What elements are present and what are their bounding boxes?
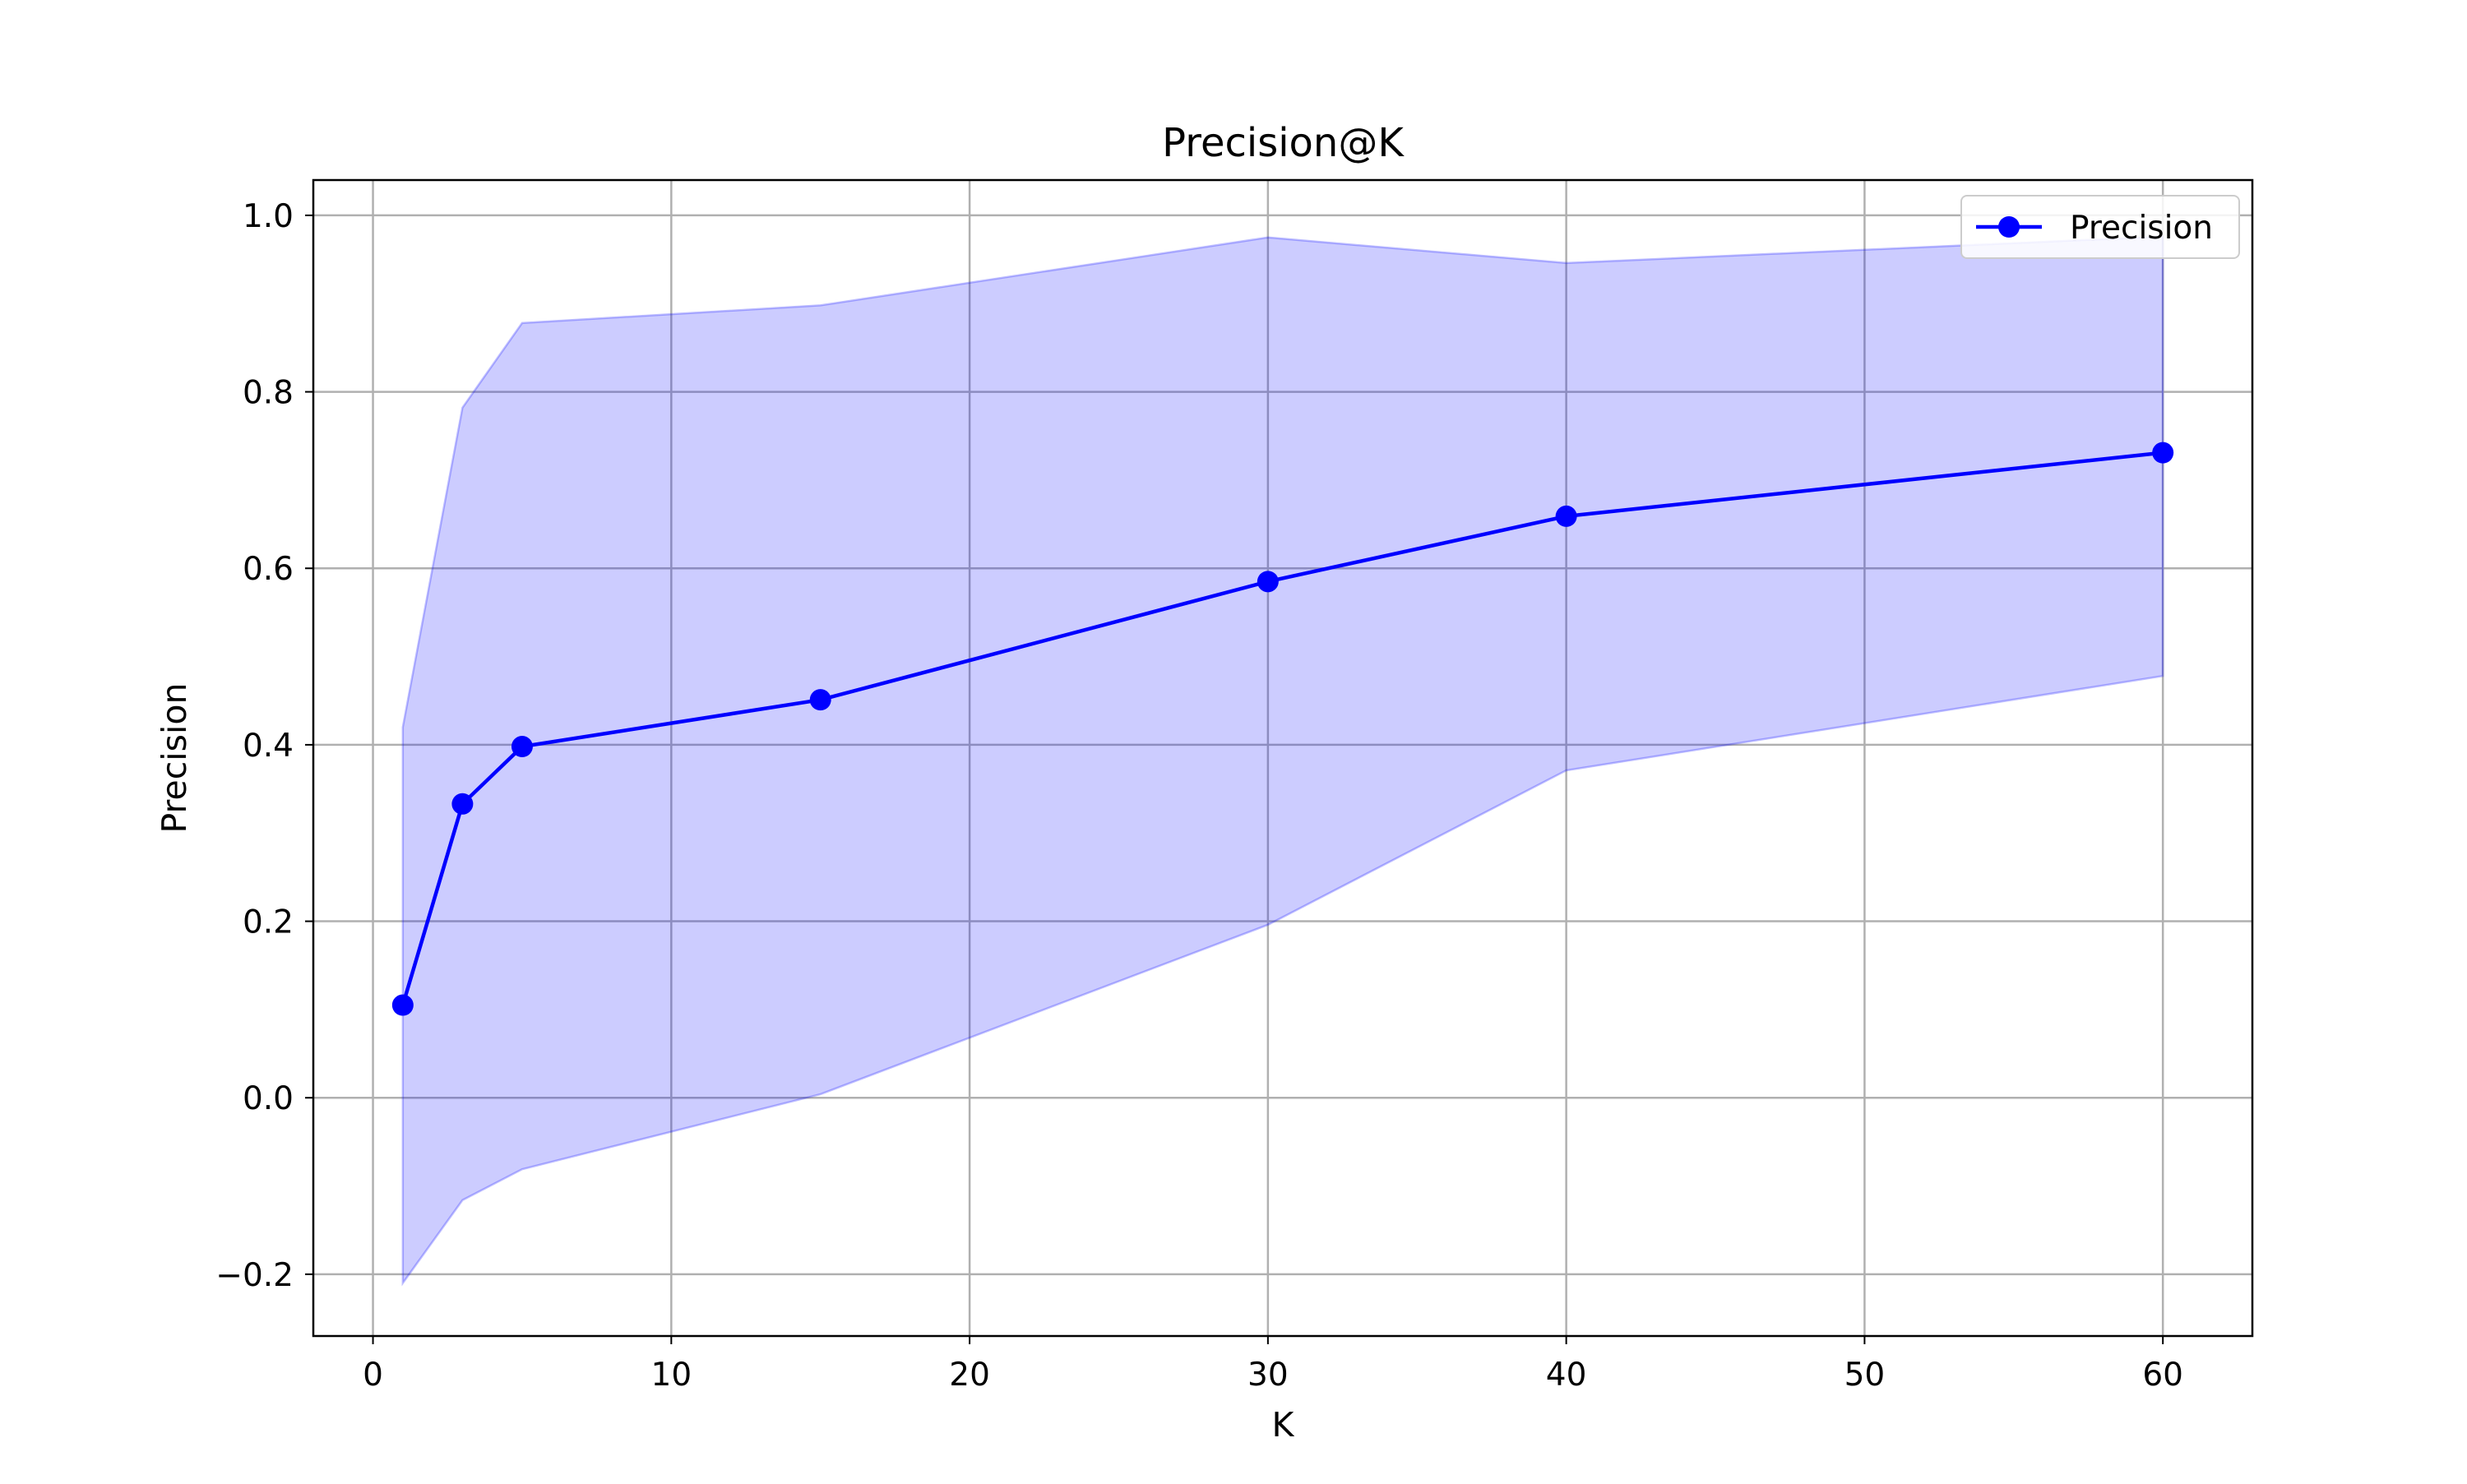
precision-data-point [451,793,474,815]
x-axis-label: K [1272,1405,1295,1445]
precision-data-point [391,994,414,1016]
y-tick-label: 0.2 [243,904,294,941]
precision-data-point [2152,442,2174,464]
precision-data-point [511,736,533,758]
y-axis-label: Precision [155,683,194,834]
y-tick-label: 0.8 [243,375,294,412]
y-tick-label: 0.4 [243,728,294,765]
x-tick-label: 50 [1844,1357,1886,1394]
legend-marker-swatch [1998,216,2020,238]
x-tick-label: 10 [651,1357,692,1394]
x-tick-label: 60 [2142,1357,2183,1394]
precision-data-point [809,689,831,711]
grid-layer [313,180,2252,1336]
tick-layer: 0 10 20 30 40 50 60 −0.2 0.0 0.2 0.4 0.6 0.8 1.0 [215,198,2183,1394]
legend-label-precision: Precision [2070,210,2213,247]
series-layer [391,442,2174,1016]
precision-data-point [1555,505,1577,527]
y-tick-label: 0.6 [243,551,294,588]
legend: Precision [1960,195,2240,259]
plot-area-frame [312,178,2254,1338]
x-tick-label: 30 [1247,1357,1289,1394]
x-tick-label: 20 [949,1357,990,1394]
y-tick-label: 0.0 [243,1080,294,1117]
legend-box [1960,195,2240,259]
confidence-band-layer [401,235,2164,1287]
precision-data-point [1257,571,1279,593]
x-tick-label: 40 [1546,1357,1587,1394]
y-tick-label: −0.2 [215,1257,294,1294]
confidence-band [401,235,2164,1287]
chart-title: Precision@K [1162,120,1405,166]
y-tick-label: 1.0 [243,198,294,235]
x-tick-label: 0 [363,1357,383,1394]
